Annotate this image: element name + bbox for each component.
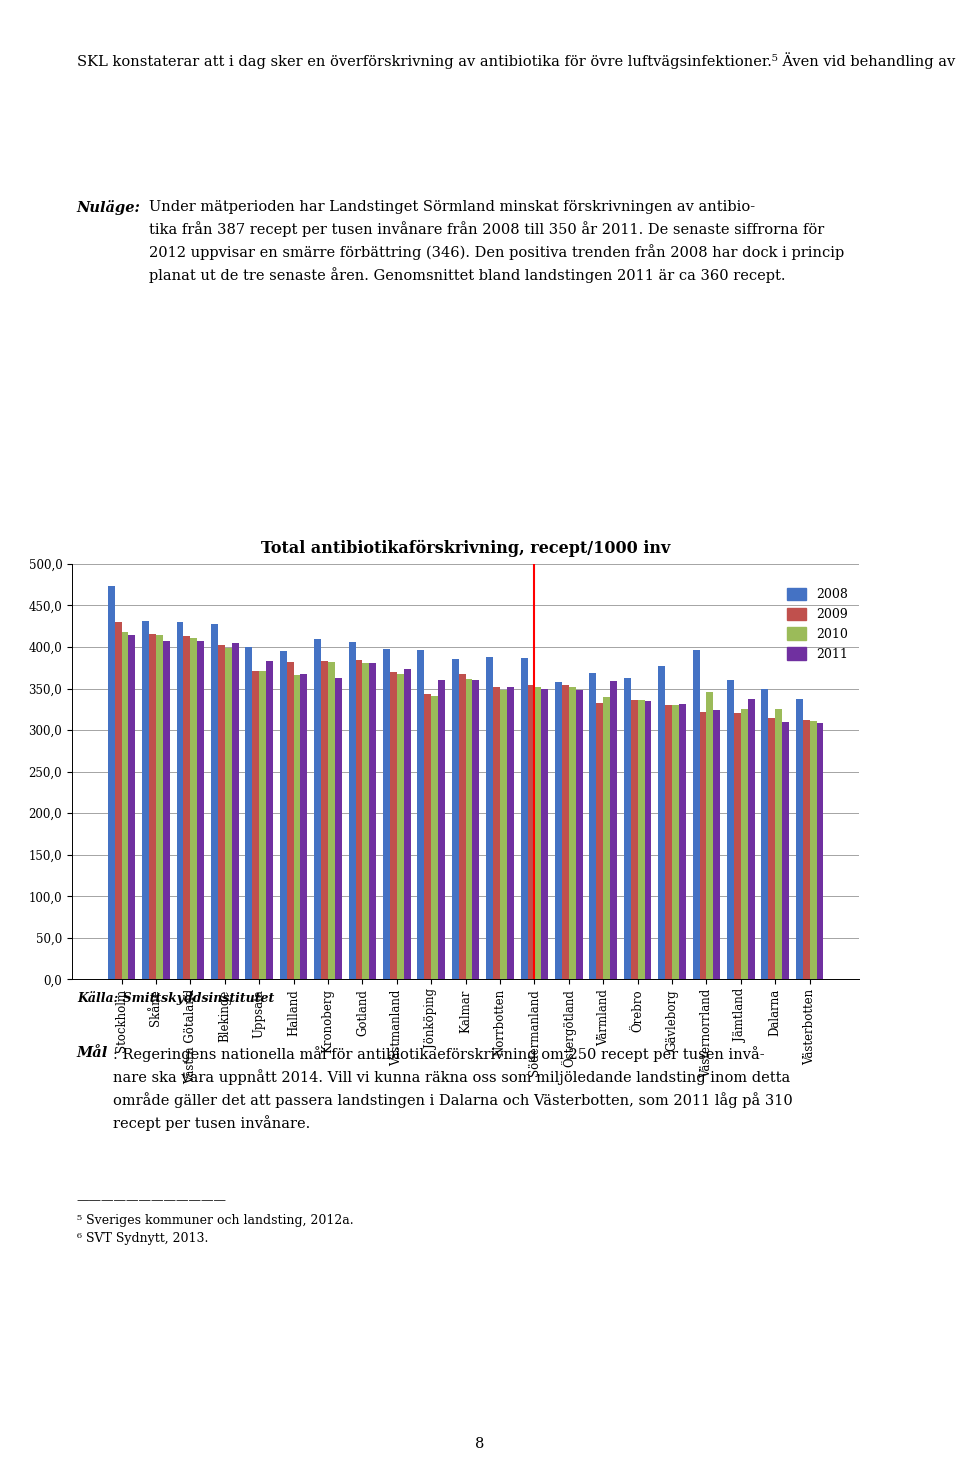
Bar	[693, 650, 700, 979]
Bar	[589, 672, 596, 979]
Bar	[335, 678, 342, 979]
Bar	[535, 687, 541, 979]
Bar	[713, 711, 720, 979]
Bar	[500, 690, 507, 979]
Bar	[211, 623, 218, 979]
Bar	[796, 699, 803, 979]
Bar	[459, 674, 466, 979]
Bar	[114, 622, 122, 979]
Bar	[156, 635, 163, 979]
Bar	[603, 697, 611, 979]
Bar	[761, 689, 768, 979]
Bar	[225, 649, 231, 979]
Bar	[300, 674, 307, 979]
Bar	[431, 696, 438, 979]
Bar	[700, 712, 707, 979]
Bar	[279, 651, 287, 979]
Bar	[403, 669, 411, 979]
Bar	[328, 662, 335, 979]
Bar	[438, 680, 444, 979]
Text: ————————————: ————————————	[77, 1195, 227, 1208]
Text: Mål: Mål	[77, 1046, 108, 1060]
Bar	[555, 683, 562, 979]
Bar	[507, 687, 514, 979]
Bar	[452, 659, 459, 979]
Bar	[177, 622, 183, 979]
Bar	[259, 671, 266, 979]
Bar	[122, 632, 129, 979]
Text: 8: 8	[475, 1437, 485, 1450]
Bar	[782, 721, 789, 979]
Bar	[183, 637, 190, 979]
Bar	[396, 674, 403, 979]
Bar	[576, 690, 583, 979]
Bar	[637, 700, 644, 979]
Bar	[197, 641, 204, 979]
Bar	[390, 672, 396, 979]
Bar	[727, 680, 734, 979]
Bar	[562, 686, 569, 979]
Bar	[466, 678, 472, 979]
Bar	[370, 663, 376, 979]
Bar	[665, 705, 672, 979]
Bar	[294, 675, 300, 979]
Bar	[809, 721, 817, 979]
Bar	[776, 709, 782, 979]
Bar	[472, 680, 479, 979]
Bar	[624, 678, 631, 979]
Bar	[569, 687, 576, 979]
Title: Total antibiotikaförskrivning, recept/1000 inv: Total antibiotikaförskrivning, recept/10…	[261, 540, 670, 556]
Bar	[142, 622, 149, 979]
Bar	[707, 692, 713, 979]
Bar	[129, 635, 135, 979]
Bar	[803, 720, 809, 979]
Bar	[741, 709, 748, 979]
Text: Nuläge:: Nuläge:	[77, 200, 141, 215]
Bar	[231, 643, 238, 979]
Bar	[520, 657, 528, 979]
Bar	[218, 644, 225, 979]
Text: ⁵ Sveriges kommuner och landsting, 2012a.: ⁵ Sveriges kommuner och landsting, 2012a…	[77, 1214, 353, 1227]
Bar	[596, 703, 603, 979]
Text: Källa: Smittskyddsinstitutet: Källa: Smittskyddsinstitutet	[77, 991, 274, 1005]
Bar	[631, 700, 637, 979]
Text: ⁶ SVT Sydnytt, 2013.: ⁶ SVT Sydnytt, 2013.	[77, 1232, 208, 1245]
Bar	[418, 650, 424, 979]
Bar	[424, 695, 431, 979]
Bar	[321, 662, 328, 979]
Bar	[362, 663, 370, 979]
Bar	[659, 666, 665, 979]
Bar	[817, 723, 824, 979]
Bar	[287, 662, 294, 979]
Bar	[487, 657, 493, 979]
Text: Under mätperioden har Landstinget Sörmland minskat förskrivningen av antibio-
ti: Under mätperioden har Landstinget Sörmla…	[149, 200, 844, 283]
Bar	[734, 712, 741, 979]
Bar	[355, 660, 362, 979]
Bar	[149, 634, 156, 979]
Bar	[246, 647, 252, 979]
Bar	[383, 649, 390, 979]
Bar	[768, 718, 776, 979]
Bar	[748, 699, 755, 979]
Bar	[252, 671, 259, 979]
Bar	[348, 643, 355, 979]
Bar	[108, 586, 114, 979]
Bar	[611, 681, 617, 979]
Bar	[541, 689, 548, 979]
Text: : Regeringens nationella mål för antibiotikaeförskrivning om 250 recept per tuse: : Regeringens nationella mål för antibio…	[113, 1046, 793, 1131]
Bar	[644, 700, 652, 979]
Bar	[314, 638, 321, 979]
Bar	[672, 705, 679, 979]
Bar	[493, 687, 500, 979]
Legend: 2008, 2009, 2010, 2011: 2008, 2009, 2010, 2011	[782, 583, 852, 666]
Bar	[679, 703, 685, 979]
Text: SKL konstaterar att i dag sker en överförskrivning av antibiotika för övre luftv: SKL konstaterar att i dag sker en överfö…	[77, 52, 960, 68]
Bar	[266, 662, 273, 979]
Bar	[163, 641, 170, 979]
Bar	[528, 686, 535, 979]
Bar	[190, 638, 197, 979]
